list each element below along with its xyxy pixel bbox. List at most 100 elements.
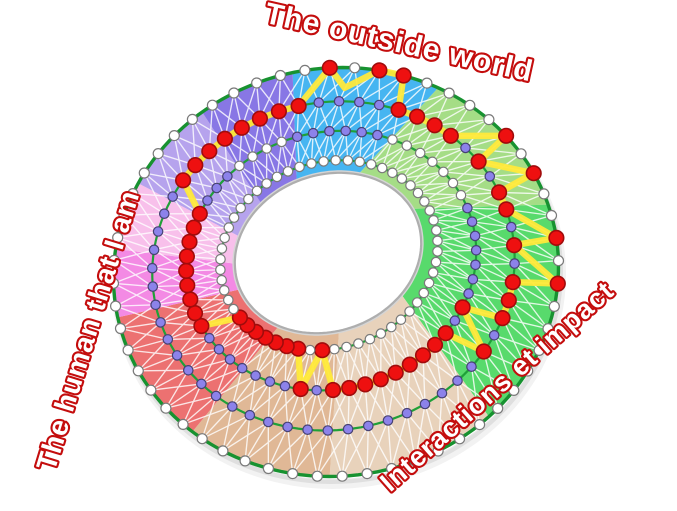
rating-dot[interactable] <box>500 292 517 309</box>
grid-node-purple[interactable] <box>382 415 394 426</box>
grid-node-purple[interactable] <box>307 127 319 139</box>
grid-node-purple[interactable] <box>210 390 222 402</box>
grid-node-white[interactable] <box>354 156 365 168</box>
grid-node-purple[interactable] <box>279 380 291 392</box>
grid-node-white[interactable] <box>251 77 263 89</box>
rating-dot[interactable] <box>191 205 208 222</box>
rating-dot[interactable] <box>187 157 204 174</box>
grid-node-white[interactable] <box>186 113 198 126</box>
grid-node-white[interactable] <box>107 277 120 289</box>
grid-node-white[interactable] <box>109 300 122 312</box>
rating-dot[interactable] <box>426 336 444 353</box>
grid-node-purple[interactable] <box>148 244 160 256</box>
grid-node-white[interactable] <box>464 99 476 111</box>
rating-dot[interactable] <box>387 364 404 381</box>
grid-node-white[interactable] <box>276 136 287 148</box>
grid-node-white[interactable] <box>411 297 423 308</box>
grid-node-white[interactable] <box>412 187 424 199</box>
grid-node-purple[interactable] <box>204 332 215 344</box>
grid-node-white[interactable] <box>243 193 254 205</box>
grid-node-white[interactable] <box>138 167 150 179</box>
rating-dot[interactable] <box>395 67 412 84</box>
rating-dot[interactable] <box>201 143 218 160</box>
grid-node-white[interactable] <box>545 209 558 222</box>
rating-dot[interactable] <box>324 381 342 399</box>
rating-dot[interactable] <box>321 59 338 76</box>
grid-node-white[interactable] <box>118 209 130 221</box>
grid-node-white[interactable] <box>342 155 354 166</box>
grid-node-purple[interactable] <box>373 99 385 111</box>
grid-node-purple[interactable] <box>264 376 276 387</box>
grid-node-white[interactable] <box>443 87 455 99</box>
rating-dot[interactable] <box>498 127 515 144</box>
grid-node-white[interactable] <box>419 196 430 207</box>
grid-node-purple[interactable] <box>340 125 351 137</box>
grid-node-white[interactable] <box>447 177 459 189</box>
grid-node-purple[interactable] <box>466 216 478 227</box>
grid-node-white[interactable] <box>108 254 120 266</box>
rating-dot[interactable] <box>401 356 418 373</box>
rating-dot[interactable] <box>372 371 389 388</box>
rating-dot[interactable] <box>390 101 407 118</box>
grid-node-white[interactable] <box>311 470 323 482</box>
grid-node-white[interactable] <box>492 402 504 414</box>
grid-node-white[interactable] <box>294 161 305 173</box>
rating-dot[interactable] <box>442 127 459 144</box>
rating-dot[interactable] <box>193 317 210 335</box>
rating-dot[interactable] <box>437 325 454 342</box>
rating-dot[interactable] <box>181 233 198 250</box>
grid-node-purple[interactable] <box>484 171 496 182</box>
grid-node-white[interactable] <box>261 143 272 154</box>
grid-node-white[interactable] <box>215 264 226 276</box>
grid-node-purple[interactable] <box>505 221 517 233</box>
rating-dot[interactable] <box>491 184 508 201</box>
grid-node-white[interactable] <box>196 433 208 445</box>
rating-dot[interactable] <box>182 291 199 308</box>
grid-node-white[interactable] <box>336 470 348 482</box>
grid-node-white[interactable] <box>219 284 230 296</box>
grid-node-purple[interactable] <box>342 423 354 435</box>
rating-dot[interactable] <box>233 119 250 136</box>
grid-node-white[interactable] <box>432 235 443 247</box>
grid-node-purple[interactable] <box>183 364 194 376</box>
grid-node-white[interactable] <box>409 455 421 467</box>
grid-node-white[interactable] <box>418 287 430 299</box>
rating-dot[interactable] <box>470 153 487 170</box>
rating-dot[interactable] <box>409 108 426 125</box>
rating-dot[interactable] <box>251 110 268 127</box>
grid-node-purple[interactable] <box>202 195 213 206</box>
grid-node-white[interactable] <box>421 77 433 89</box>
grid-node-purple[interactable] <box>147 281 159 292</box>
grid-node-white[interactable] <box>145 384 157 396</box>
rating-dot[interactable] <box>185 219 202 236</box>
rating-dot[interactable] <box>371 62 388 79</box>
grid-node-white[interactable] <box>349 62 361 74</box>
grid-node-purple[interactable] <box>311 384 322 396</box>
grid-node-white[interactable] <box>168 130 180 142</box>
rating-dot[interactable] <box>414 347 432 364</box>
grid-node-white[interactable] <box>330 155 341 166</box>
grid-node-white[interactable] <box>251 185 263 197</box>
grid-node-purple[interactable] <box>313 97 325 108</box>
grid-node-white[interactable] <box>430 256 442 268</box>
grid-node-white[interactable] <box>216 243 228 254</box>
grid-node-white[interactable] <box>261 178 272 189</box>
rating-dot[interactable] <box>475 343 492 360</box>
grid-node-purple[interactable] <box>449 315 461 326</box>
grid-node-white[interactable] <box>112 232 124 244</box>
grid-node-purple[interactable] <box>460 142 471 154</box>
grid-node-purple[interactable] <box>470 259 481 271</box>
grid-node-white[interactable] <box>234 160 245 172</box>
grid-node-white[interactable] <box>306 158 317 169</box>
grid-node-purple[interactable] <box>436 387 448 399</box>
rating-dot[interactable] <box>216 130 233 147</box>
grid-node-white[interactable] <box>427 267 439 278</box>
grid-node-white[interactable] <box>375 328 387 339</box>
rating-dot[interactable] <box>357 376 374 393</box>
rating-dot[interactable] <box>270 103 288 120</box>
grid-node-purple[interactable] <box>159 208 170 219</box>
grid-node-purple[interactable] <box>452 375 463 386</box>
grid-node-white[interactable] <box>217 445 229 457</box>
sector-dark-purple[interactable] <box>202 72 297 205</box>
grid-node-white[interactable] <box>533 344 545 356</box>
